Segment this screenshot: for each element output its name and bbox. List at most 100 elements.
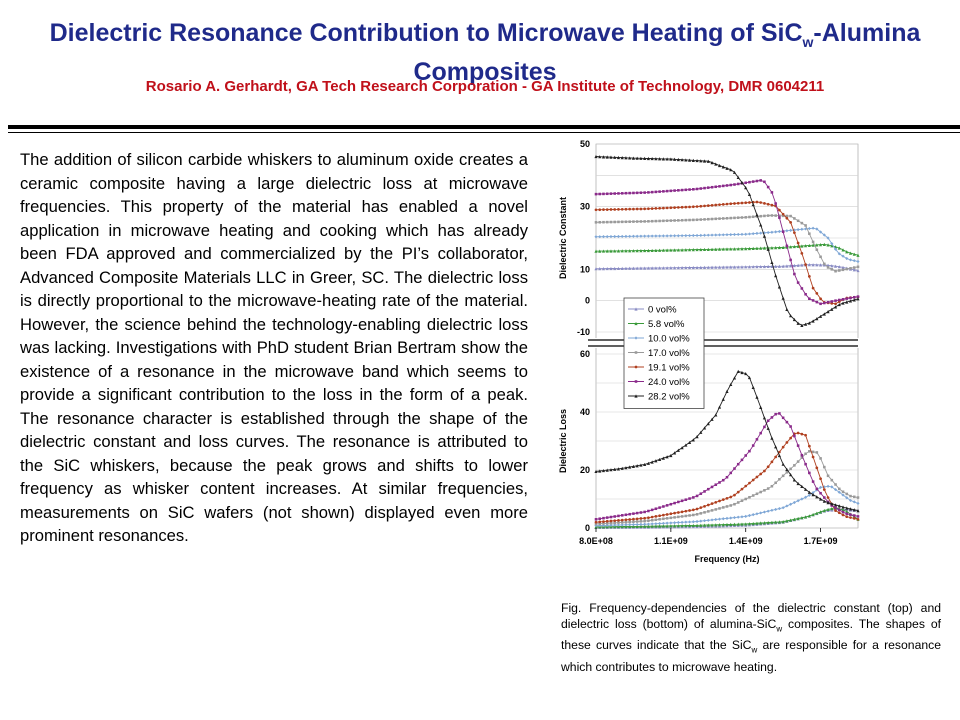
- data-point: [732, 247, 737, 251]
- data-point: [747, 522, 752, 526]
- data-point: [785, 307, 789, 312]
- data-point: [845, 297, 849, 300]
- data-point: [658, 457, 662, 462]
- data-point: [815, 317, 819, 321]
- data-point: [822, 233, 826, 237]
- data-point: [729, 495, 733, 499]
- data-point: [650, 524, 654, 528]
- data-point: [643, 207, 647, 211]
- data-point: [616, 155, 621, 160]
- data-point: [736, 369, 740, 373]
- data-point: [796, 241, 800, 245]
- data-point: [751, 215, 755, 219]
- data-point: [658, 518, 661, 521]
- data-point: [804, 515, 808, 519]
- data-point: [617, 208, 620, 211]
- data-point: [624, 191, 628, 195]
- data-point: [605, 220, 609, 224]
- data-point: [662, 513, 665, 517]
- data-point: [744, 497, 747, 501]
- data-point: [732, 232, 737, 237]
- data-point: [838, 269, 841, 272]
- data-point: [725, 496, 729, 500]
- data-point: [632, 517, 635, 521]
- data-point: [706, 233, 710, 237]
- data-point: [819, 477, 822, 481]
- data-point: [830, 244, 834, 248]
- data-point: [762, 246, 767, 250]
- data-point: [800, 484, 804, 489]
- data-point: [695, 205, 699, 208]
- data-point: [841, 301, 845, 305]
- data-point: [654, 219, 658, 223]
- data-point: [650, 522, 654, 526]
- data-point: [676, 511, 680, 514]
- data-point: [740, 458, 744, 462]
- data-point: [718, 217, 721, 220]
- data-point: [662, 505, 665, 508]
- slide-title: Dielectric Resonance Contribution to Mic…: [10, 18, 960, 87]
- data-point: [598, 520, 602, 524]
- data-point: [684, 520, 688, 524]
- data-point: [717, 517, 722, 521]
- data-point: [811, 512, 815, 517]
- data-point: [789, 314, 793, 318]
- data-point: [804, 322, 808, 326]
- data-point: [736, 201, 740, 205]
- data-point: [707, 487, 710, 491]
- data-point: [680, 510, 684, 514]
- data-point: [770, 460, 774, 464]
- data-point: [669, 502, 673, 506]
- data-point: [634, 365, 638, 369]
- data-point: [792, 244, 796, 249]
- data-point: [729, 216, 733, 220]
- data-point: [628, 465, 632, 469]
- data-point: [823, 465, 826, 469]
- data-point: [781, 264, 785, 268]
- data-point: [856, 509, 860, 513]
- data-point: [669, 453, 673, 458]
- data-point: [733, 493, 736, 497]
- body-paragraph: The addition of silicon carbide whiskers…: [20, 150, 528, 545]
- data-point: [725, 184, 729, 187]
- data-point: [680, 188, 684, 192]
- data-point: [654, 207, 658, 210]
- title-subscript: w: [802, 34, 814, 50]
- data-point: [729, 265, 733, 269]
- data-point: [710, 161, 714, 165]
- data-point: [826, 474, 830, 478]
- data-point: [699, 159, 703, 163]
- data-point: [748, 215, 751, 219]
- data-point: [647, 207, 650, 211]
- data-point: [811, 240, 815, 244]
- data-point: [658, 506, 661, 509]
- data-point: [594, 221, 598, 224]
- y-tick-label: 30: [580, 202, 590, 212]
- legend-box: [623, 297, 705, 409]
- data-point: [774, 274, 778, 278]
- data-point: [747, 265, 752, 269]
- data-point: [800, 456, 804, 459]
- data-point: [823, 496, 826, 499]
- data-point: [766, 426, 770, 430]
- data-point: [789, 258, 792, 262]
- data-point: [830, 478, 834, 482]
- data-point: [748, 495, 751, 499]
- data-point: [635, 524, 639, 528]
- data-point: [714, 523, 718, 527]
- data-point: [766, 465, 770, 469]
- data-point: [792, 228, 796, 232]
- data-point: [852, 252, 856, 256]
- data-point: [785, 467, 789, 472]
- data-point: [766, 419, 770, 422]
- data-point: [796, 263, 800, 267]
- data-point: [665, 455, 669, 459]
- y-tick-label: 40: [580, 407, 590, 417]
- data-point: [699, 233, 703, 237]
- y-tick-label: -10: [577, 327, 590, 337]
- data-point: [766, 202, 770, 206]
- data-point: [818, 230, 823, 234]
- y-axis-label: Dielectric Constant: [558, 197, 568, 279]
- data-point: [687, 265, 692, 270]
- data-point: [634, 394, 638, 398]
